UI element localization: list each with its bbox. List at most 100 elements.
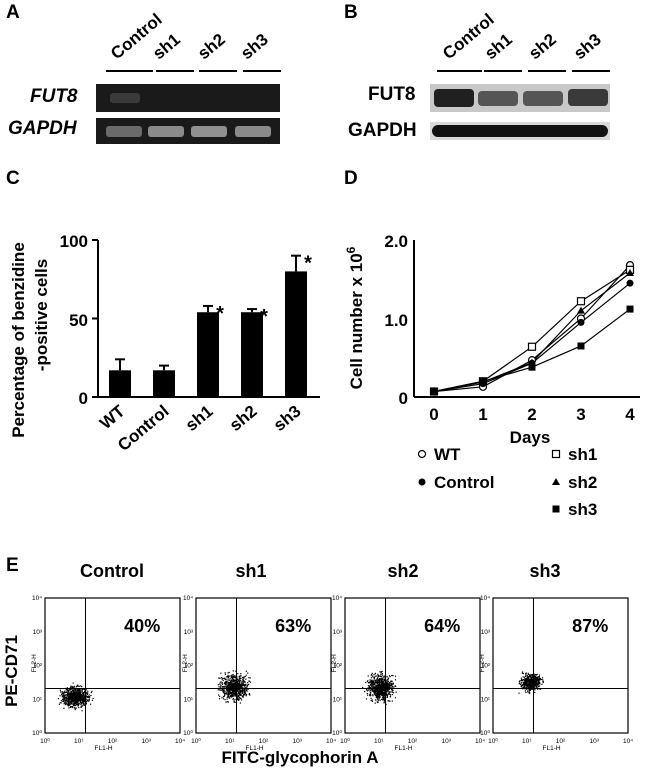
event-dot [237,691,239,693]
event-dot [77,693,79,695]
event-dot [374,687,376,689]
event-dot [532,685,534,688]
event-dot [387,678,389,680]
event-dot [69,696,71,698]
event-dot [238,688,240,691]
event-dot [377,701,379,704]
event-dot [528,677,530,679]
event-dot [391,680,393,682]
axis-channel-y: FL2-H [479,654,486,672]
event-dot [519,680,521,682]
event-dot [374,702,376,704]
event-dot [68,692,70,695]
event-dot [236,689,238,691]
event-dot [529,675,531,677]
axis-channel-y: FL2-H [182,654,189,672]
event-dot [79,694,81,696]
x-decade-label: 10⁴ [175,738,185,745]
event-dot [376,682,378,684]
event-dot [523,679,525,682]
event-dot [229,688,232,691]
event-dot [73,691,75,693]
event-dot [72,696,74,698]
event-dot [378,692,380,694]
event-dot [380,684,382,686]
bar [153,370,175,397]
event-dot [227,686,230,689]
event-dot [69,697,71,699]
event-dot [81,695,84,697]
event-dot [539,688,541,690]
x-tick-label: 0 [429,405,438,424]
event-dot [382,695,384,697]
event-dot [369,691,372,694]
event-dot [229,691,232,693]
event-dot [394,675,397,677]
event-dot [232,694,234,696]
flow-plot-frame [344,597,481,734]
event-dot [249,677,251,679]
event-dot [382,683,384,685]
event-dot [244,694,246,696]
event-dot [72,706,74,709]
event-dot [376,678,378,680]
event-dot [228,682,231,684]
event-dot [537,683,540,685]
event-dot [74,687,76,689]
event-dot [232,680,234,683]
event-dot [66,693,69,696]
event-dot [536,682,538,684]
x-decade-label: 10³ [442,738,452,745]
event-dot [81,698,83,700]
event-dot [64,701,66,703]
axis-channel-x: FL1-H [246,745,264,752]
event-dot [234,698,236,701]
legend-label: sh1 [568,445,597,464]
event-dot [373,679,375,681]
event-dot [243,681,245,683]
event-dot [526,683,528,685]
event-dot [384,683,386,686]
event-dot [224,692,226,694]
data-point [527,342,537,351]
x-tick-label: 3 [576,405,585,424]
event-dot [369,693,372,695]
event-dot [63,702,65,704]
event-dot [387,683,389,685]
event-dot [534,684,536,686]
event-dot [376,701,378,703]
event-dot [377,689,379,691]
event-dot [385,694,387,696]
event-dot [383,684,385,686]
event-dot [224,685,226,687]
event-dot [243,689,246,691]
event-dot [233,680,235,682]
event-dot [240,675,242,677]
event-dot [526,679,529,681]
event-dot [527,678,529,681]
event-dot [524,677,526,680]
event-dot [535,677,537,680]
event-dot [225,682,227,684]
event-dot [243,691,245,693]
event-dot [520,685,523,688]
event-dot [78,696,80,698]
event-dot [221,683,224,686]
event-dot [383,688,385,690]
gene-label-fut8: FUT8 [30,86,78,107]
event-dot [234,695,236,697]
event-dot [68,707,70,709]
event-dot [529,681,531,684]
event-dot [232,690,234,692]
lane-bar [484,70,522,72]
event-dot [373,676,376,678]
event-dot [60,691,62,693]
event-dot [248,677,250,679]
flow-title-sh1: sh1 [235,561,267,581]
event-dot [75,695,77,697]
lane-bar [572,70,610,72]
event-dot [248,693,251,695]
event-dot [377,681,379,683]
event-dot [219,689,221,691]
event-dot [78,691,81,693]
